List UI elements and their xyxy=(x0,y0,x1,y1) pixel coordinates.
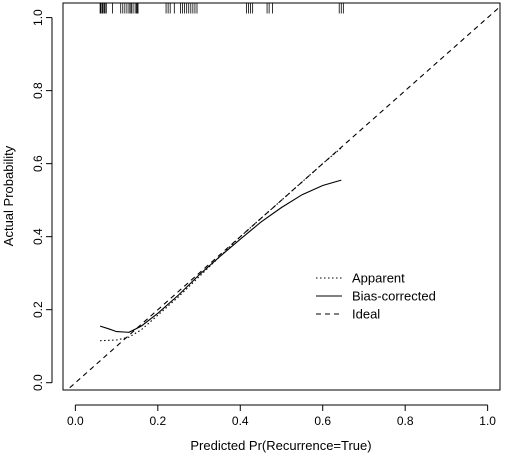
x-tick-label-2: 0.4 xyxy=(232,414,249,428)
x-tick-label-1: 0.2 xyxy=(149,414,166,428)
plot-frame xyxy=(62,2,501,391)
y-tick-label-4: 0.8 xyxy=(31,82,45,99)
rug-layer xyxy=(99,3,344,14)
series-apparent-line xyxy=(100,147,342,342)
y-tick-label-0: 0.0 xyxy=(31,374,45,391)
series-layer xyxy=(66,6,500,390)
y-tick-label-1: 0.2 xyxy=(31,301,45,318)
x-tick-label-4: 0.8 xyxy=(397,414,414,428)
x-tick-label-5: 1.0 xyxy=(479,414,496,428)
legend-label-0: Apparent xyxy=(352,271,405,286)
series-bias-corrected-line xyxy=(99,179,342,333)
legend: Apparent Bias-corrected Ideal xyxy=(316,271,436,322)
legend-label-1: Bias-corrected xyxy=(352,289,436,304)
y-tick-label-2: 0.4 xyxy=(31,228,45,245)
y-tick-label-5: 1.0 xyxy=(31,9,45,26)
x-axis: 0.0 0.2 0.4 0.6 0.8 1.0 xyxy=(67,404,496,428)
x-axis-title: Predicted Pr(Recurrence=True) xyxy=(190,438,371,453)
y-axis-title: Actual Probability xyxy=(1,145,16,246)
x-tick-label-0: 0.0 xyxy=(67,414,84,428)
x-tick-label-3: 0.6 xyxy=(314,414,331,428)
y-tick-label-3: 0.6 xyxy=(31,155,45,172)
series-ideal-line xyxy=(66,6,500,390)
legend-label-2: Ideal xyxy=(352,307,380,322)
y-axis: 0.0 0.2 0.4 0.6 0.8 1.0 xyxy=(31,9,53,391)
